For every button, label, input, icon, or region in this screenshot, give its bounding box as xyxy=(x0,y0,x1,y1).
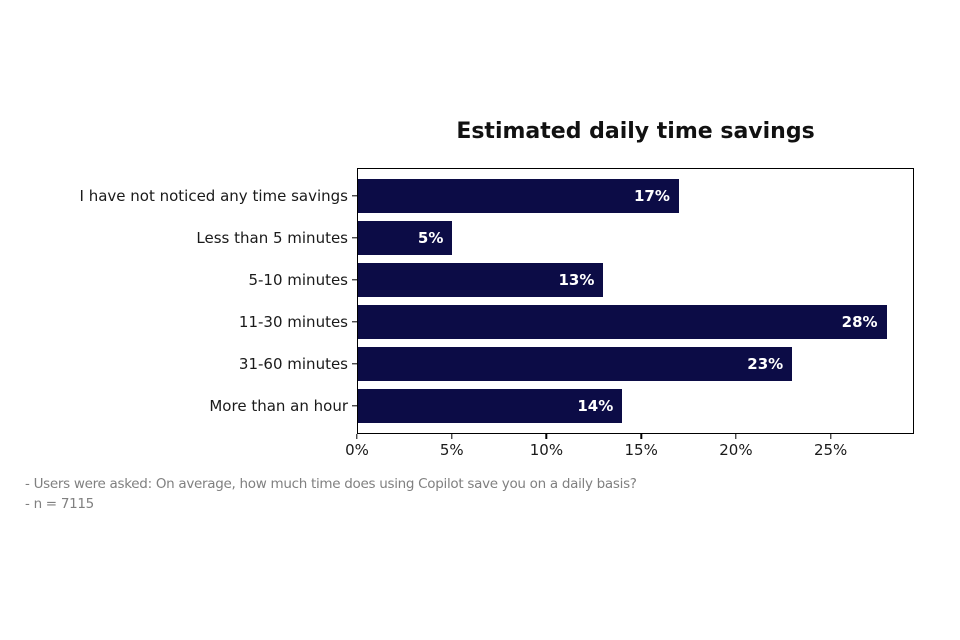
x-tick-label: 0% xyxy=(345,441,369,459)
y-axis-tick xyxy=(352,405,357,407)
x-axis-tick xyxy=(829,434,832,439)
x-axis: 0% 5% 10% 15% 20% 25% xyxy=(345,433,914,469)
category-label: More than an hour xyxy=(209,397,348,415)
bar: 28% xyxy=(358,305,887,339)
y-axis-tick xyxy=(352,279,357,281)
bar: 5% xyxy=(358,221,453,255)
x-axis-tick xyxy=(640,434,642,439)
footnote-question: - Users were asked: On average, how much… xyxy=(25,476,637,492)
bar-row: 31-60 minutes 23% xyxy=(239,347,913,381)
footnote-sample-size: - n = 7115 xyxy=(25,496,94,512)
x-axis-tick xyxy=(356,434,358,439)
category-label: I have not noticed any time savings xyxy=(79,187,349,205)
bar-row: More than an hour 14% xyxy=(209,389,913,423)
bar: 23% xyxy=(358,347,793,381)
bar: 17% xyxy=(358,179,679,213)
bar-value-label: 28% xyxy=(841,313,878,331)
footnotes: - Users were asked: On average, how much… xyxy=(25,474,637,514)
bar: 14% xyxy=(358,389,623,423)
x-axis-tick xyxy=(735,434,737,439)
category-label: 11-30 minutes xyxy=(238,313,348,331)
bar-value-label: 13% xyxy=(558,271,595,289)
bar-value-label: 5% xyxy=(417,229,444,247)
bar: 13% xyxy=(358,263,604,297)
category-label: 31-60 minutes xyxy=(238,355,348,373)
bar-row: 11-30 minutes 28% xyxy=(239,305,913,339)
x-tick-label: 5% xyxy=(439,441,464,459)
x-axis-tick xyxy=(451,434,453,439)
y-axis-tick xyxy=(352,363,357,365)
x-tick-label: 10% xyxy=(529,441,564,459)
x-tick-label: 25% xyxy=(813,441,848,459)
x-axis-tick xyxy=(545,434,548,439)
x-tick-label: 20% xyxy=(719,441,753,459)
bar-row: I have not noticed any time savings 17% xyxy=(80,179,913,213)
x-tick-label: 15% xyxy=(624,441,658,459)
bar-value-label: 17% xyxy=(633,187,670,205)
y-axis-tick xyxy=(352,237,357,239)
category-label: Less than 5 minutes xyxy=(196,229,348,247)
bar-row: 5-10 minutes 13% xyxy=(248,263,913,297)
plot-area: I have not noticed any time savings 17% Le… xyxy=(80,168,914,434)
bar-row: Less than 5 minutes 5% xyxy=(196,221,913,255)
bar-value-label: 23% xyxy=(747,355,784,373)
y-axis-tick xyxy=(352,195,357,197)
chart-title: Estimated daily time savings xyxy=(456,119,815,144)
bar-value-label: 14% xyxy=(577,397,614,415)
category-label: 5-10 minutes xyxy=(248,271,348,289)
y-axis-tick xyxy=(352,321,357,323)
